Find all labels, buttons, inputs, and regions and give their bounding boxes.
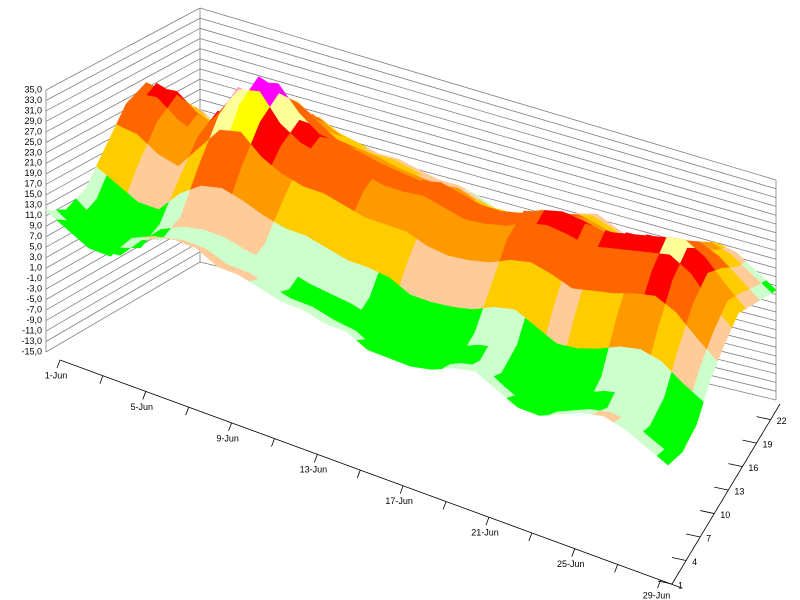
z-tick-label: 11,0: [25, 210, 42, 220]
y-tick-label: 7: [706, 533, 711, 543]
z-tick-label: 33,0: [24, 95, 42, 105]
x-tick: [571, 548, 576, 557]
z-tick-label: 13,0: [24, 200, 42, 210]
z-tick-label: 27,0: [24, 126, 42, 136]
z-tick-label: 9,0: [29, 221, 42, 231]
x-axis: [59, 359, 683, 589]
z-tick-label: 7,0: [29, 231, 42, 241]
x-tick: [56, 359, 61, 369]
surface-cell: [656, 449, 676, 466]
x-tick-label: 25-Jun: [557, 559, 585, 569]
z-tick-label: 5,0: [29, 242, 42, 252]
grid-line: [45, 7, 201, 91]
grid-line: [199, 68, 777, 234]
z-tick-label: 3,0: [29, 252, 42, 262]
z-tick-label: 35,0: [24, 84, 42, 94]
grid-line: [199, 27, 777, 198]
x-tick: [528, 532, 533, 542]
grid-line: [45, 261, 201, 353]
grid-line: [45, 251, 201, 342]
z-tick-label: 1,0: [29, 263, 42, 273]
y-tick-label: 10: [720, 510, 730, 520]
z-tick-label: -11,0: [22, 325, 42, 335]
grid-line: [45, 27, 201, 112]
y-tick-label: 4: [692, 557, 697, 567]
grid-line: [45, 241, 201, 332]
x-tick-label: 5-Jun: [131, 402, 154, 412]
z-tick-label: 31,0: [24, 105, 42, 115]
x-tick: [485, 517, 490, 526]
y-tick-label: 19: [763, 440, 773, 450]
y-tick: [657, 580, 673, 585]
z-tick-label: -13,0: [21, 336, 42, 346]
z-tick-label: 25,0: [24, 137, 42, 147]
axes: -15,0-13,0-11,0-9,0-7,0-5,0-3,0-1,01,03,…: [21, 84, 786, 600]
y-tick-label: 22: [777, 416, 787, 426]
grid-line: [199, 58, 777, 225]
z-tick-label: -5,0: [26, 294, 42, 304]
x-tick-label: 17-Jun: [385, 496, 413, 506]
z-tick-label: 29,0: [24, 116, 42, 126]
grid-line: [199, 48, 777, 216]
y-tick-label: 1: [678, 580, 683, 590]
z-tick-label: -1,0: [26, 273, 42, 283]
x-tick: [442, 501, 447, 510]
x-tick-label: 13-Jun: [300, 465, 328, 475]
x-tick: [614, 564, 619, 573]
x-tick-label: 21-Jun: [471, 528, 499, 538]
surface: [45, 76, 777, 466]
x-tick: [314, 454, 318, 463]
y-tick-label: 16: [748, 463, 758, 473]
z-tick-label: -9,0: [26, 315, 42, 325]
z-tick-label: -15,0: [21, 346, 42, 356]
grid-line: [45, 58, 201, 143]
z-tick-label: 15,0: [24, 189, 42, 199]
y-tick: [742, 439, 757, 444]
x-tick: [142, 391, 147, 400]
x-tick: [185, 407, 190, 416]
x-tick: [399, 485, 404, 494]
y-tick: [700, 510, 715, 514]
z-tick-label: 21,0: [24, 158, 42, 168]
z-tick-label: -3,0: [26, 283, 42, 293]
z-tick-label: -7,0: [26, 304, 42, 314]
z-tick-label: 17,0: [24, 179, 42, 189]
z-tick-label: 19,0: [24, 168, 42, 178]
grid-line: [199, 17, 777, 190]
z-tick-label: 23,0: [24, 147, 42, 157]
x-tick-label: 29-Jun: [643, 591, 671, 600]
grid-line: [45, 231, 201, 321]
y-tick: [686, 533, 701, 538]
grid-line: [45, 48, 201, 133]
y-tick: [756, 416, 771, 421]
y-tick: [714, 486, 729, 491]
y-axis: [671, 403, 781, 585]
y-tick: [728, 463, 743, 467]
grid-line: [199, 7, 777, 181]
x-tick-label: 9-Jun: [216, 433, 239, 443]
grid-line: [199, 38, 777, 207]
x-tick-label: 1-Jun: [45, 370, 68, 380]
x-tick: [228, 422, 232, 432]
x-tick: [356, 469, 361, 479]
x-tick: [271, 438, 275, 447]
grid-line: [45, 17, 201, 101]
grid-line: [45, 38, 201, 122]
y-tick: [672, 557, 687, 561]
y-tick-label: 13: [734, 486, 744, 496]
x-tick: [99, 375, 104, 384]
